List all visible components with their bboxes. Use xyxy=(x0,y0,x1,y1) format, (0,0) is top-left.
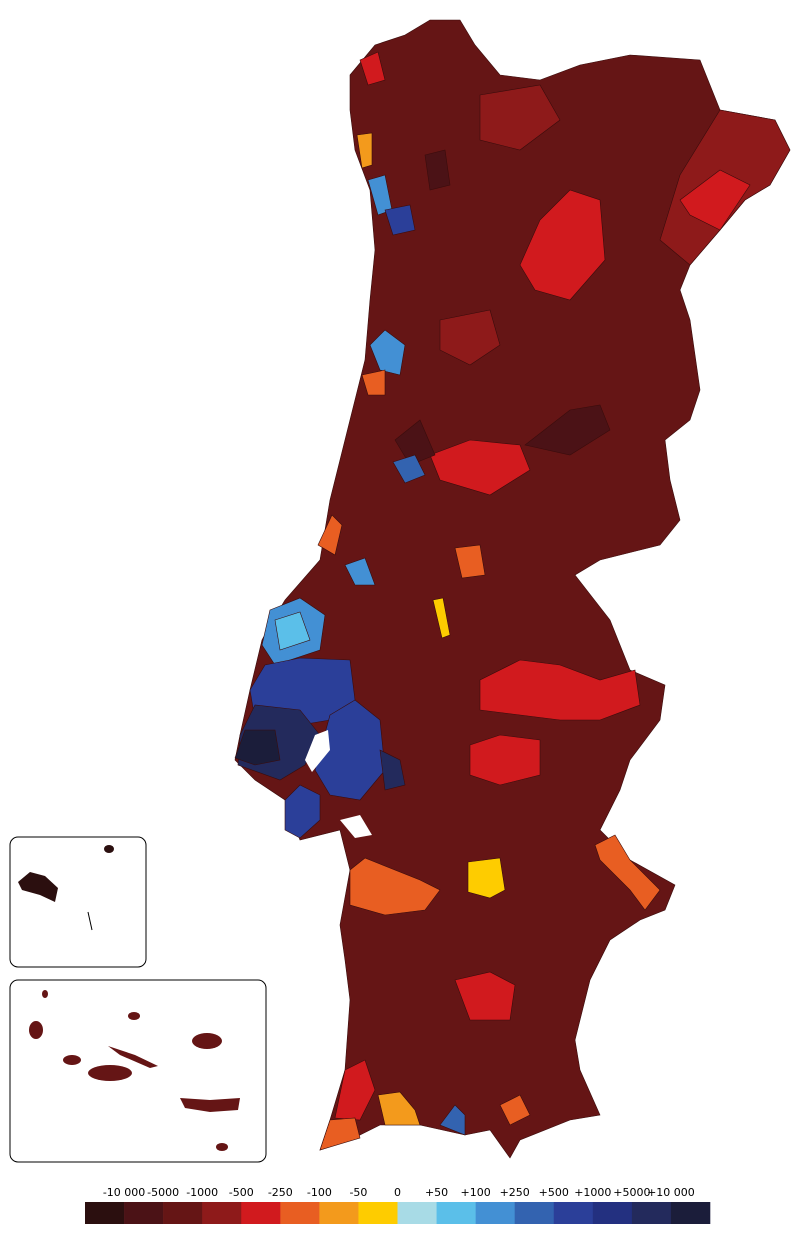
legend-swatch xyxy=(436,1202,476,1224)
legend-label: 0 xyxy=(394,1186,401,1199)
legend-label: +100 xyxy=(461,1186,491,1199)
region xyxy=(432,597,451,639)
legend-swatch xyxy=(592,1202,633,1224)
island xyxy=(63,1055,81,1065)
legend-label: +10 000 xyxy=(647,1186,695,1199)
region xyxy=(594,834,661,911)
region xyxy=(519,189,606,301)
region xyxy=(284,784,321,839)
region xyxy=(679,169,751,231)
region xyxy=(467,857,506,899)
legend-label: -1000 xyxy=(186,1186,218,1199)
legend-label: -100 xyxy=(307,1186,332,1199)
island xyxy=(18,872,58,902)
legend: -10 000 -5000 -1000 -500 -250 -100 -50 0 +50 +100… xyxy=(85,1186,711,1224)
legend-label: +50 xyxy=(425,1186,448,1199)
region xyxy=(479,659,641,721)
legend-swatch xyxy=(631,1202,672,1224)
legend-swatch xyxy=(241,1202,281,1224)
region xyxy=(359,51,386,86)
region xyxy=(334,1059,376,1121)
legend-swatch xyxy=(124,1202,164,1224)
region xyxy=(379,749,406,791)
island xyxy=(104,845,114,853)
legend-label: -250 xyxy=(268,1186,293,1199)
region xyxy=(234,729,281,766)
madeira-inset xyxy=(9,836,147,968)
region xyxy=(314,699,386,801)
region xyxy=(349,857,441,916)
legend-label: -10 000 xyxy=(103,1186,145,1199)
region xyxy=(524,404,611,456)
mainland xyxy=(234,19,791,1159)
region xyxy=(429,439,531,496)
region xyxy=(361,369,386,396)
island xyxy=(180,1098,240,1112)
region xyxy=(479,84,561,151)
island xyxy=(108,1046,158,1068)
island xyxy=(88,1065,132,1081)
legend-swatch xyxy=(202,1202,242,1224)
legend-swatch xyxy=(280,1202,320,1224)
island xyxy=(42,990,48,998)
legend-swatch xyxy=(553,1202,594,1224)
region xyxy=(369,329,406,376)
inset-frame xyxy=(9,979,267,1163)
island xyxy=(29,1021,43,1039)
region xyxy=(439,1104,466,1136)
legend-label: -500 xyxy=(229,1186,254,1199)
legend-swatch xyxy=(475,1202,515,1224)
region xyxy=(356,132,373,169)
legend-swatch xyxy=(670,1202,711,1224)
region xyxy=(469,734,541,786)
legend-swatch xyxy=(85,1202,125,1224)
region xyxy=(394,419,436,466)
region xyxy=(499,1094,531,1126)
legend-label: +250 xyxy=(500,1186,530,1199)
region xyxy=(317,514,343,556)
sado-estuary xyxy=(340,815,372,838)
region xyxy=(424,149,451,191)
island xyxy=(128,1012,140,1020)
region xyxy=(377,1091,421,1126)
region xyxy=(454,544,486,579)
legend-label: -50 xyxy=(349,1186,367,1199)
legend-label: -5000 xyxy=(147,1186,179,1199)
region xyxy=(344,557,376,586)
tagus-estuary xyxy=(305,730,330,772)
legend-label: +1000 xyxy=(574,1186,611,1199)
island xyxy=(87,911,93,931)
region xyxy=(274,611,311,651)
region xyxy=(319,1117,361,1151)
legend-swatch xyxy=(514,1202,555,1224)
region xyxy=(454,971,516,1021)
island xyxy=(192,1033,222,1049)
region xyxy=(392,454,426,484)
region xyxy=(384,204,416,236)
legend-label: +5000 xyxy=(613,1186,650,1199)
legend-swatch xyxy=(397,1202,437,1224)
island xyxy=(216,1143,228,1151)
legend-swatch xyxy=(319,1202,359,1224)
region xyxy=(439,309,501,366)
legend-label: +500 xyxy=(539,1186,569,1199)
inset-frame xyxy=(9,836,147,968)
legend-swatch xyxy=(358,1202,398,1224)
legend-swatch xyxy=(163,1202,203,1224)
azores-inset xyxy=(9,979,267,1163)
